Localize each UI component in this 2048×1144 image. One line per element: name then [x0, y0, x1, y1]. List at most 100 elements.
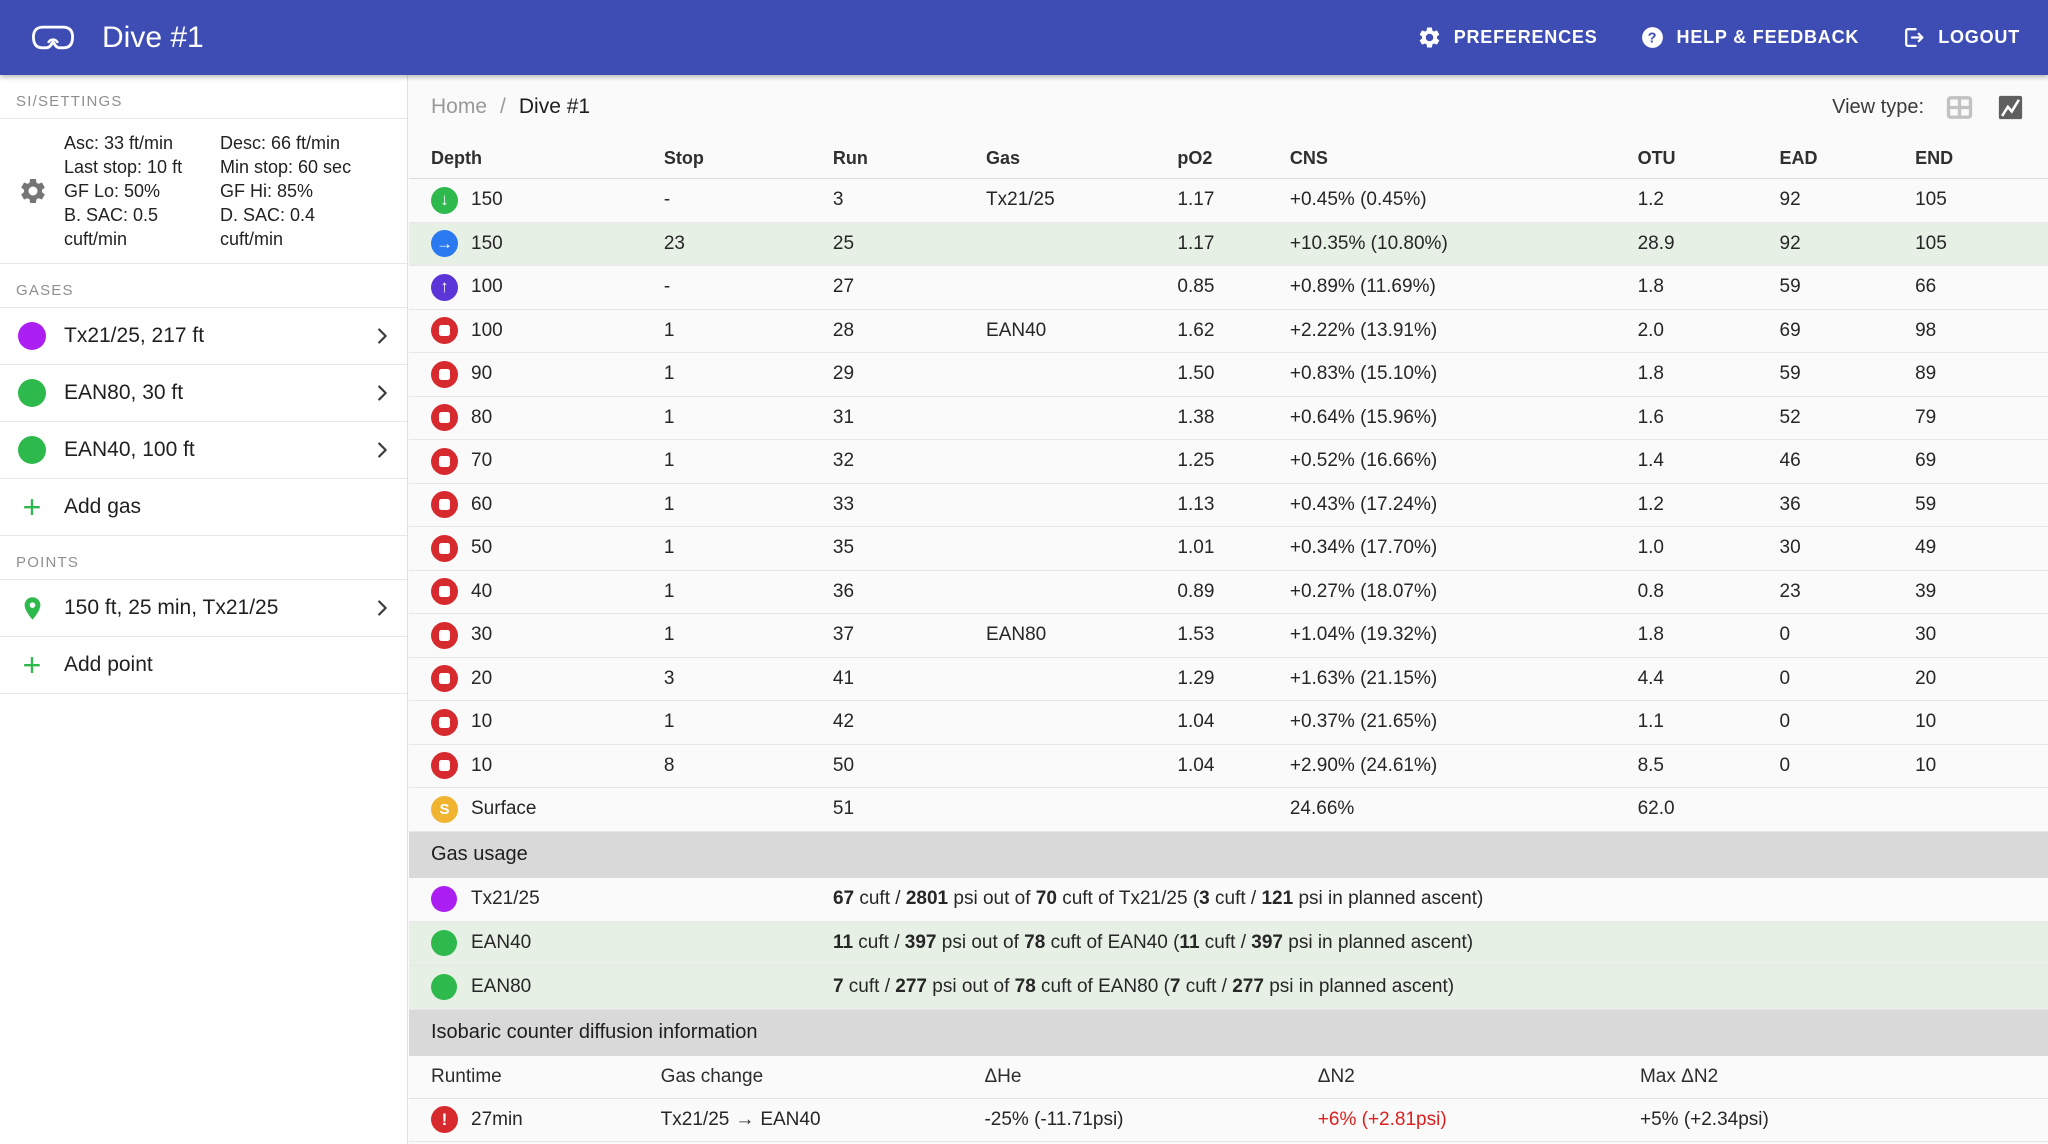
- end-value: 89: [1915, 363, 1937, 385]
- plus-icon: +: [22, 489, 42, 525]
- otu-value: 0.8: [1637, 580, 1664, 602]
- depth-value: 100: [471, 319, 503, 341]
- plan-table-row[interactable]: 80 1 31 1.38 +0.64% (15.96%) 1.6 52 79: [409, 397, 2048, 440]
- stop-icon: [431, 621, 458, 649]
- gas-color-dot: [18, 322, 46, 350]
- ead-value: 59: [1779, 276, 1801, 298]
- stop-icon: [431, 317, 458, 345]
- add-point-button[interactable]: + Add point: [0, 637, 407, 694]
- ead-value: 69: [1779, 319, 1801, 341]
- run-value: 42: [832, 711, 855, 733]
- view-type-label: View type:: [1832, 95, 1924, 118]
- ead-value: 0: [1779, 624, 1791, 646]
- end-value: 39: [1915, 580, 1937, 602]
- run-value: 36: [832, 580, 855, 602]
- plan-table-header: Depth Stop Run Gas pO2 CNS OTU EAD END: [409, 139, 2048, 179]
- cns-value: +1.04% (19.32%): [1289, 624, 1438, 646]
- stop-icon: [431, 708, 458, 736]
- po2-value: 1.29: [1177, 667, 1215, 689]
- column-header: CNS: [1289, 148, 1328, 168]
- setting-bottom-sac: B. SAC: 0.5 cuft/min: [64, 205, 159, 249]
- gas-color-dot: [18, 379, 46, 407]
- stop-icon: [431, 578, 458, 606]
- map-pin-icon: [18, 595, 46, 622]
- help-feedback-button[interactable]: ? HELP & FEEDBACK: [1640, 25, 1860, 50]
- sidebar-point-item[interactable]: 150 ft, 25 min, Tx21/25: [0, 580, 407, 637]
- plan-table-row[interactable]: 100 1 28 EAN40 1.62 +2.22% (13.91%) 2.0 69 98: [409, 310, 2048, 353]
- sidebar-gas-item[interactable]: Tx21/25, 217 ft: [0, 308, 407, 365]
- surface-icon: S: [431, 795, 458, 823]
- plan-table-row[interactable]: 60 1 33 1.13 +0.43% (17.24%) 1.2 36 59: [409, 484, 2048, 527]
- run-value: 50: [832, 754, 855, 776]
- plan-table-row[interactable]: S Surface 51 24.66% 62.0: [409, 788, 2048, 832]
- plan-table-row[interactable]: ↓ 150 - 3 Tx21/25 1.17 +0.45% (0.45%) 1.2 92 105: [409, 179, 2048, 223]
- plan-table-row[interactable]: 10 1 42 1.04 +0.37% (21.65%) 1.1 0 10: [409, 701, 2048, 745]
- otu-value: 1.8: [1637, 276, 1664, 298]
- stop-icon: [431, 665, 458, 693]
- setting-gf-hi: GF Hi: 85%: [220, 181, 314, 201]
- stop-icon: [431, 404, 458, 432]
- breadcrumb-separator: /: [500, 95, 506, 118]
- chart-view-icon[interactable]: [1995, 92, 2026, 123]
- depth-value: 150: [471, 232, 503, 254]
- plan-table-row[interactable]: 30 1 37 EAN80 1.53 +1.04% (19.32%) 1.8 0 30: [409, 614, 2048, 658]
- page-title: Dive #1: [102, 20, 204, 54]
- depth-value: 80: [471, 406, 493, 428]
- run-value: 28: [832, 319, 855, 341]
- ead-value: 92: [1779, 189, 1801, 211]
- chevron-right-icon: [371, 439, 393, 461]
- otu-value: 1.2: [1637, 493, 1664, 515]
- stop-value: -: [663, 276, 671, 298]
- plan-table-row[interactable]: → 150 23 25 1.17 +10.35% (10.80%) 28.9 92 105: [409, 222, 2048, 266]
- plan-table-row[interactable]: 50 1 35 1.01 +0.34% (17.70%) 1.0 30 49: [409, 527, 2048, 571]
- plan-table-row[interactable]: ↑ 100 - 27 0.85 +0.89% (11.69%) 1.8 59 66: [409, 266, 2048, 310]
- points-section-label: POINTS: [0, 536, 407, 580]
- add-gas-button[interactable]: + Add gas: [0, 479, 407, 536]
- end-value: 69: [1915, 450, 1937, 472]
- table-view-icon[interactable]: [1944, 92, 1975, 123]
- cns-value: +1.63% (21.15%): [1289, 667, 1438, 689]
- plan-table-row[interactable]: 10 8 50 1.04 +2.90% (24.61%) 8.5 0 10: [409, 745, 2048, 788]
- cns-value: 24.66%: [1289, 798, 1355, 820]
- cns-value: +0.64% (15.96%): [1289, 406, 1438, 428]
- ead-value: 0: [1779, 711, 1791, 733]
- chevron-right-icon: [371, 382, 393, 404]
- cns-value: +2.22% (13.91%): [1289, 319, 1438, 341]
- end-value: 30: [1915, 624, 1937, 646]
- settings-item[interactable]: Asc: 33 ft/min Last stop: 10 ft GF Lo: 5…: [0, 119, 407, 264]
- ead-value: 23: [1779, 580, 1801, 602]
- gas-usage-detail: 67 cuft / 2801 psi out of 70 cuft of Tx2…: [832, 888, 1484, 909]
- gas-usage-row: EAN40 11 cuft / 397 psi out of 78 cuft of…: [409, 921, 2048, 966]
- gas-usage-detail: 11 cuft / 397 psi out of 78 cuft of EAN4…: [832, 932, 1474, 953]
- end-value: 20: [1915, 667, 1937, 689]
- otu-value: 1.8: [1637, 363, 1664, 385]
- ead-value: 36: [1779, 493, 1801, 515]
- plan-table-row[interactable]: 20 3 41 1.29 +1.63% (21.15%) 4.4 0 20: [409, 658, 2048, 701]
- gas-color-dot: [431, 974, 457, 1000]
- icd-runtime-value: 27min: [471, 1108, 523, 1130]
- stop-value: 23: [663, 232, 685, 254]
- ascend-icon: ↑: [431, 273, 458, 301]
- plan-table-row[interactable]: 70 1 32 1.25 +0.52% (16.66%) 1.4 46 69: [409, 440, 2048, 484]
- run-value: 41: [832, 667, 855, 689]
- logout-button[interactable]: LOGOUT: [1901, 25, 2020, 50]
- column-header: EAD: [1779, 148, 1818, 168]
- view-type-switcher: View type:: [1832, 92, 2026, 123]
- sidebar-gas-item[interactable]: EAN80, 30 ft: [0, 365, 407, 422]
- setting-last-stop: Last stop: 10 ft: [64, 157, 183, 177]
- ead-value: 46: [1779, 450, 1801, 472]
- plan-table-row[interactable]: 40 1 36 0.89 +0.27% (18.07%) 0.8 23 39: [409, 571, 2048, 614]
- otu-value: 4.4: [1637, 667, 1664, 689]
- breadcrumb-home-link[interactable]: Home: [431, 95, 488, 118]
- po2-value: 1.17: [1177, 189, 1215, 211]
- icd-table-header: Runtime Gas change ΔHe ΔN2 Max ΔN2: [409, 1056, 2048, 1099]
- run-value: 33: [832, 493, 855, 515]
- run-value: 27: [832, 276, 855, 298]
- sidebar-gas-item[interactable]: EAN40, 100 ft: [0, 422, 407, 479]
- preferences-button[interactable]: PREFERENCES: [1417, 25, 1598, 50]
- gas-usage-name: EAN40: [471, 932, 532, 953]
- plan-table-row[interactable]: 90 1 29 1.50 +0.83% (15.10%) 1.8 59 89: [409, 353, 2048, 397]
- stop-value: 3: [663, 667, 675, 689]
- add-gas-label: Add gas: [64, 495, 142, 518]
- setting-gf-lo: GF Lo: 50%: [64, 181, 161, 201]
